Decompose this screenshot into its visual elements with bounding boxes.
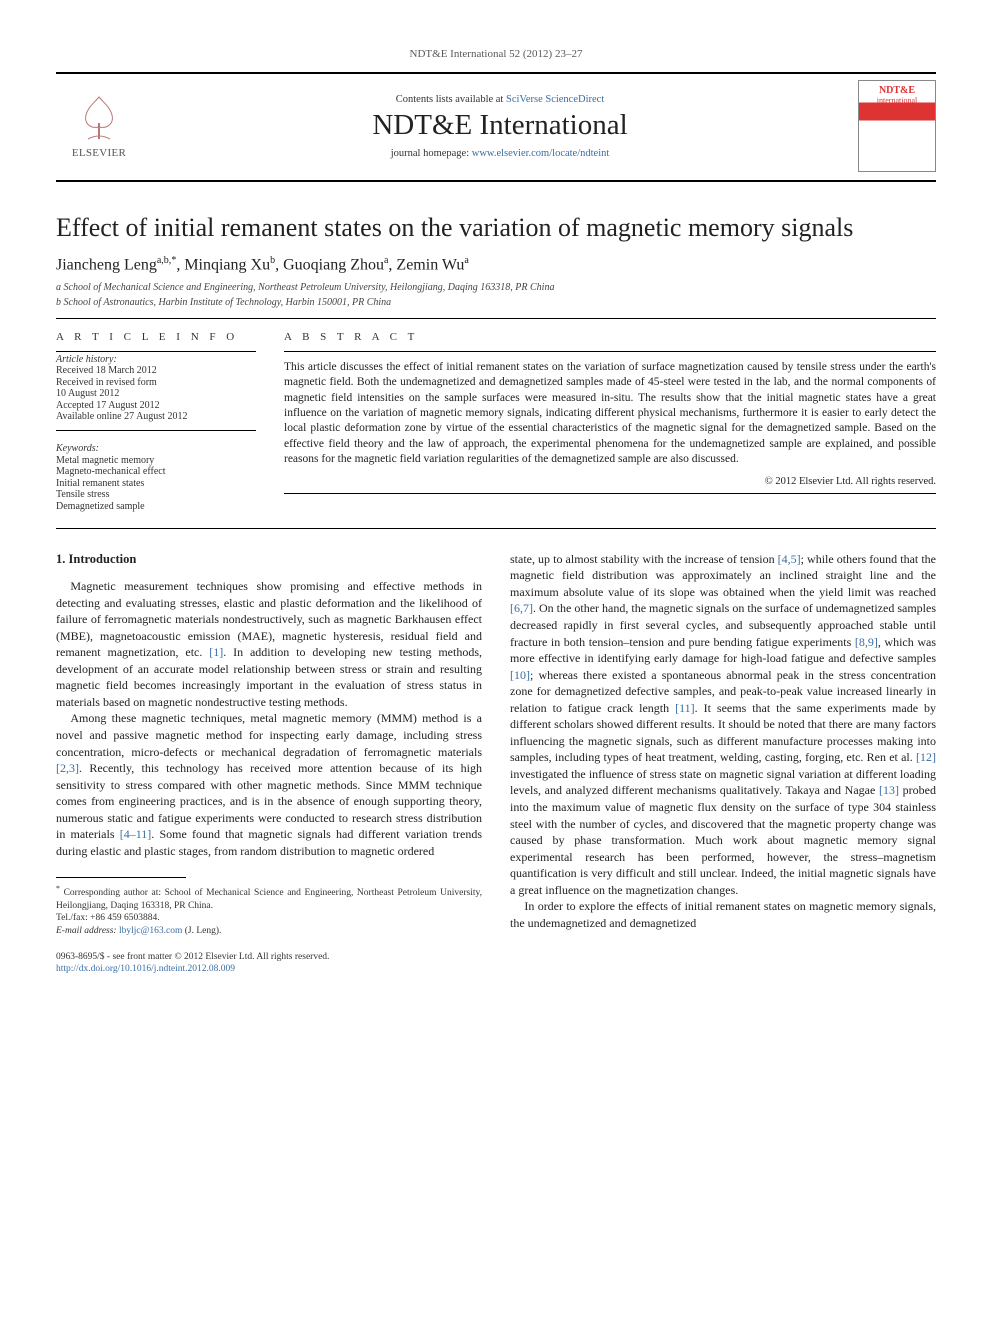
citation-link[interactable]: [1] [209, 645, 223, 659]
masthead-center: Contents lists available at SciVerse Sci… [152, 94, 848, 159]
journal-homepage-line: journal homepage: www.elsevier.com/locat… [152, 148, 848, 159]
cover-title: NDT&E [879, 85, 915, 96]
para-text: Among these magnetic techniques, metal m… [56, 711, 482, 758]
publisher-name: ELSEVIER [72, 147, 126, 159]
abstract-block: A B S T R A C T This article discusses t… [284, 331, 936, 512]
para-text: probed into the maximum value of magneti… [510, 783, 936, 896]
history-online: Available online 27 August 2012 [56, 411, 256, 422]
homepage-prefix: journal homepage: [391, 148, 472, 159]
journal-reference: NDT&E International 52 (2012) 23–27 [56, 48, 936, 60]
affiliation-a: a School of Mechanical Science and Engin… [56, 282, 936, 293]
author-email-link[interactable]: lbyljc@163.com [119, 926, 182, 936]
intro-para-2-cont: state, up to almost stability with the i… [510, 551, 936, 898]
journal-homepage-link[interactable]: www.elsevier.com/locate/ndteint [472, 148, 610, 159]
history-accepted: Accepted 17 August 2012 [56, 400, 256, 411]
para-text: In order to explore the effects of initi… [510, 899, 936, 930]
divider-rule [56, 430, 256, 431]
sciencedirect-link[interactable]: SciVerse ScienceDirect [506, 94, 604, 105]
affiliation-b: b School of Astronautics, Harbin Institu… [56, 297, 936, 308]
keywords-label: Keywords: [56, 443, 256, 454]
article-info-block: A R T I C L E I N F O Article history: R… [56, 331, 256, 512]
body-two-column: 1. Introduction Magnetic measurement tec… [56, 551, 936, 976]
author-4: Zemin Wu [396, 256, 464, 273]
author-1: Jiancheng Leng [56, 256, 157, 273]
corresponding-author-footnote: * Corresponding author at: School of Mec… [56, 884, 482, 937]
contents-prefix: Contents lists available at [396, 94, 506, 105]
author-list: Jiancheng Lenga,b,*, Minqiang Xub, Guoqi… [56, 255, 936, 274]
abstract-text: This article discusses the effect of ini… [284, 360, 936, 468]
divider-rule [56, 318, 936, 319]
citation-link[interactable]: [10] [510, 668, 530, 682]
elsevier-tree-icon [76, 93, 122, 143]
column-left: 1. Introduction Magnetic measurement tec… [56, 551, 482, 976]
cover-subtitle: international [877, 96, 917, 105]
citation-link[interactable]: [12] [916, 750, 936, 764]
journal-cover-thumbnail: NDT&E international [858, 80, 936, 172]
page-root: NDT&E International 52 (2012) 23–27 ELSE… [0, 0, 992, 1016]
author-1-aff: a,b, [157, 255, 171, 266]
keyword-4: Tensile stress [56, 489, 256, 500]
divider-rule [56, 528, 936, 529]
citation-link[interactable]: [6,7] [510, 601, 533, 615]
article-meta-row: A R T I C L E I N F O Article history: R… [56, 331, 936, 512]
author-4-aff: a [464, 255, 468, 266]
doi-link[interactable]: http://dx.doi.org/10.1016/j.ndteint.2012… [56, 964, 235, 974]
publisher-logo-block: ELSEVIER [56, 93, 142, 159]
footnote-text: Corresponding author at: School of Mecha… [56, 889, 482, 911]
keyword-3: Initial remanent states [56, 478, 256, 489]
divider-rule [284, 351, 936, 352]
keyword-2: Magneto-mechanical effect [56, 466, 256, 477]
divider-rule [56, 351, 256, 352]
citation-link[interactable]: [13] [879, 783, 899, 797]
journal-masthead: ELSEVIER Contents lists available at Sci… [56, 72, 936, 182]
author-3: Guoqiang Zhou [283, 256, 384, 273]
article-info-heading: A R T I C L E I N F O [56, 331, 256, 343]
history-revised-1: Received in revised form [56, 377, 256, 388]
column-right: state, up to almost stability with the i… [510, 551, 936, 976]
para-text: state, up to almost stability with the i… [510, 552, 778, 566]
intro-para-1: Magnetic measurement techniques show pro… [56, 578, 482, 710]
section-1-heading: 1. Introduction [56, 551, 482, 568]
email-label: E-mail address: [56, 926, 119, 936]
history-label: Article history: [56, 354, 256, 365]
citation-link[interactable]: [4–11] [120, 827, 152, 841]
abstract-heading: A B S T R A C T [284, 331, 936, 343]
intro-para-3: In order to explore the effects of initi… [510, 898, 936, 931]
bottom-meta-block: 0963-8695/$ - see front matter © 2012 El… [56, 951, 482, 976]
author-sep: , [275, 256, 283, 273]
history-received: Received 18 March 2012 [56, 365, 256, 376]
citation-link[interactable]: [2,3] [56, 761, 79, 775]
citation-link[interactable]: [11] [675, 701, 695, 715]
journal-name: NDT&E International [152, 109, 848, 142]
author-2: Minqiang Xu [184, 256, 270, 273]
footnote-star-icon: * [56, 884, 60, 893]
issn-line: 0963-8695/$ - see front matter © 2012 El… [56, 951, 482, 963]
contents-available-line: Contents lists available at SciVerse Sci… [152, 94, 848, 105]
history-revised-2: 10 August 2012 [56, 388, 256, 399]
divider-rule [284, 493, 936, 494]
para-text: investigated the influence of stress sta… [510, 767, 936, 798]
keyword-5: Demagnetized sample [56, 501, 256, 512]
intro-para-2: Among these magnetic techniques, metal m… [56, 710, 482, 859]
footnote-rule [56, 877, 186, 878]
citation-link[interactable]: [8,9] [855, 635, 878, 649]
article-title: Effect of initial remanent states on the… [56, 212, 936, 245]
email-tail: (J. Leng). [182, 926, 221, 936]
footnote-tel: Tel./fax: +86 459 6503884. [56, 913, 160, 923]
citation-link[interactable]: [4,5] [778, 552, 801, 566]
keyword-1: Metal magnetic memory [56, 455, 256, 466]
copyright-line: © 2012 Elsevier Ltd. All rights reserved… [284, 476, 936, 487]
